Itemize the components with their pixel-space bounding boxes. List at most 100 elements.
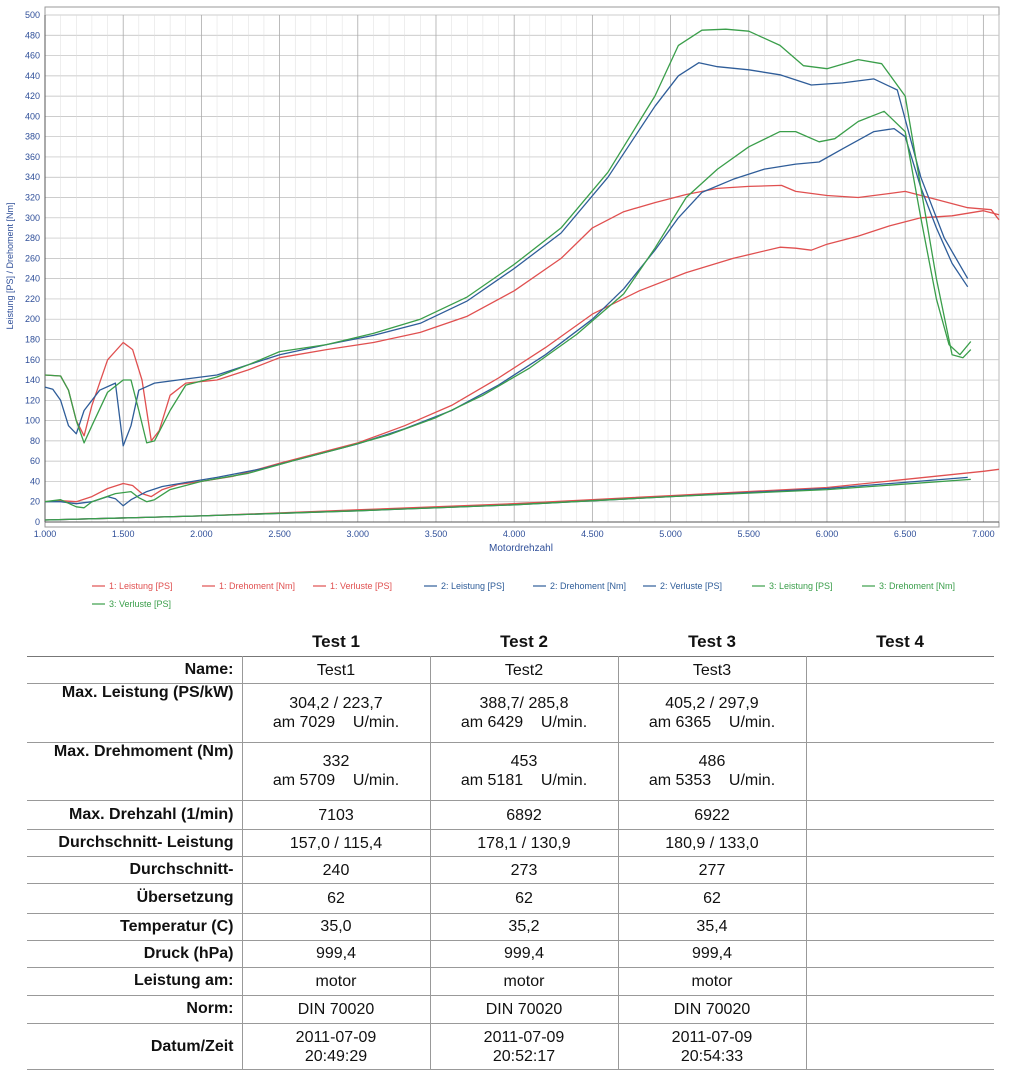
y-tick-label: 300	[25, 213, 40, 223]
table-cell: 332 am 5709 U/min.	[241, 742, 430, 801]
table-cell: 178,1 / 130,9	[429, 829, 618, 857]
table-cell: 277	[617, 856, 806, 884]
cell-subvalue: am 5709 U/min.	[272, 772, 400, 790]
table-cell	[805, 940, 994, 968]
table-row: Druck (hPa) 999,4 999,4 999,4	[27, 940, 994, 968]
table-cell: 6922	[617, 800, 806, 830]
x-tick-label: 7.000	[972, 529, 995, 539]
cell-value: DIN 70020	[297, 1000, 375, 1018]
cell-value: 453	[510, 753, 538, 771]
table-row: Max. Leistung (PS/kW) 304,2 / 223,7 am 702…	[27, 683, 994, 743]
x-tick-label: 3.000	[347, 529, 370, 539]
table-cell: 273	[429, 856, 618, 884]
y-tick-label: 180	[25, 334, 40, 344]
table-cell	[805, 656, 994, 684]
table-cell: 388,7/ 285,8 am 6429 U/min.	[429, 683, 618, 743]
column-header: Test 3	[688, 631, 736, 651]
table-cell: 453 am 5181 U/min.	[429, 742, 618, 801]
y-axis-label: Leistung [PS] / Drehoment [Nm]	[5, 202, 15, 329]
dyno-chart: 0 20 40 60 80 100 120 140 160 180 200 220 240 260 280 3…	[5, 6, 1000, 609]
x-tick-label: 5.000	[659, 529, 682, 539]
legend-label: 2: Leistung [PS]	[441, 581, 505, 591]
cell-value: 2011-07-09	[483, 1028, 565, 1046]
table-cell	[805, 829, 994, 857]
x-tick-label: 6.500	[894, 529, 917, 539]
series-line-5	[44, 62, 969, 447]
table-row: Temperatur (C) 35,0 35,2 35,4	[27, 913, 994, 941]
y-tick-label: 200	[25, 314, 40, 324]
cell-value: 6922	[694, 806, 730, 824]
cell-value: 277	[698, 861, 726, 879]
cell-subvalue: am 5353 U/min.	[648, 772, 776, 790]
cell-value: 157,0 / 115,4	[289, 834, 383, 852]
table-row: Übersetzung 62 62 62	[27, 883, 994, 914]
table-cell: 2011-07-09 20:54:33	[617, 1023, 806, 1070]
grid	[44, 14, 1000, 523]
y-tick-label: 380	[25, 132, 40, 142]
y-tick-label: 360	[25, 152, 40, 162]
header-corner	[27, 627, 242, 657]
row-label: Norm:	[186, 1000, 234, 1018]
table-cell: motor	[617, 967, 806, 996]
cell-value: 2011-07-09	[671, 1028, 753, 1046]
row-label: Durchschnitt- Leistung	[58, 834, 234, 852]
table-cell: Test3	[617, 656, 806, 684]
chart-frame	[44, 6, 1000, 528]
x-tick-label: 4.500	[581, 529, 604, 539]
table-cell: 6892	[429, 800, 618, 830]
row-label: Leistung am:	[133, 972, 234, 990]
table-cell: 35,2	[429, 913, 618, 941]
table-cell: 486 am 5353 U/min.	[617, 742, 806, 801]
cell-value: 62	[703, 889, 721, 907]
cell-value: 180,9 / 133,0	[665, 834, 759, 852]
cell-value: 7103	[318, 806, 354, 824]
row-label: Datum/Zeit	[150, 1037, 234, 1055]
legend-label: 1: Leistung [PS]	[109, 581, 173, 591]
table-row: Max. Drehzahl (1/min) 7103 6892 6922	[27, 800, 994, 830]
table-cell	[805, 967, 994, 996]
table-cell	[805, 800, 994, 830]
cell-value: 35,0	[320, 918, 352, 936]
y-tick-label: 280	[25, 233, 40, 243]
table-cell: 7103	[241, 800, 430, 830]
table-row: Norm: DIN 70020 DIN 70020 DIN 70020	[27, 995, 994, 1024]
cell-subvalue: am 5181 U/min.	[460, 772, 588, 790]
row-label: Max. Drehzahl (1/min)	[69, 806, 234, 824]
legend-label: 3: Leistung [PS]	[769, 581, 833, 591]
table-cell: Test2	[429, 656, 618, 684]
y-tick-label: 340	[25, 172, 40, 182]
series-line-2	[44, 184, 1000, 442]
x-tick-label: 4.000	[503, 529, 526, 539]
cell-value: 999,4	[315, 945, 357, 963]
legend-label: 3: Drehoment [Nm]	[879, 581, 955, 591]
x-tick-label: 1.000	[34, 529, 57, 539]
table-cell: 62	[429, 883, 618, 914]
cell-subvalue: 20:49:29	[304, 1047, 368, 1065]
y-tick-label: 400	[25, 111, 40, 121]
cell-value: 2011-07-09	[295, 1028, 377, 1046]
y-tick-label: 0	[35, 517, 40, 527]
cell-subvalue: am 6429 U/min.	[460, 713, 588, 731]
y-tick-label: 40	[30, 476, 40, 486]
cell-value: 332	[322, 753, 350, 771]
cell-value: 999,4	[691, 945, 733, 963]
table-cell: 405,2 / 297,9 am 6365 U/min.	[617, 683, 806, 743]
table-cell: 999,4	[241, 940, 430, 968]
series-line-1	[44, 210, 1000, 503]
row-label: Name:	[184, 661, 234, 679]
table-row: Datum/Zeit 2011-07-09 20:49:29 2011-07-09 20…	[27, 1023, 994, 1070]
table-cell: Test1	[241, 656, 430, 684]
table-cell: 2011-07-09 20:49:29	[241, 1023, 430, 1070]
cell-value: 999,4	[503, 945, 545, 963]
table-cell	[805, 995, 994, 1024]
x-tick-label: 1.500	[112, 529, 135, 539]
cell-value: 62	[327, 889, 345, 907]
y-tick-label: 60	[30, 456, 40, 466]
column-header: Test 4	[876, 631, 924, 651]
x-tick-label: 6.000	[816, 529, 839, 539]
cell-value: DIN 70020	[673, 1000, 751, 1018]
cell-value: 273	[510, 861, 538, 879]
table-row: Durchschnitt- Leistung 157,0 / 115,4 178,1…	[27, 829, 994, 857]
table-cell	[805, 913, 994, 941]
series-line-9	[44, 478, 971, 521]
